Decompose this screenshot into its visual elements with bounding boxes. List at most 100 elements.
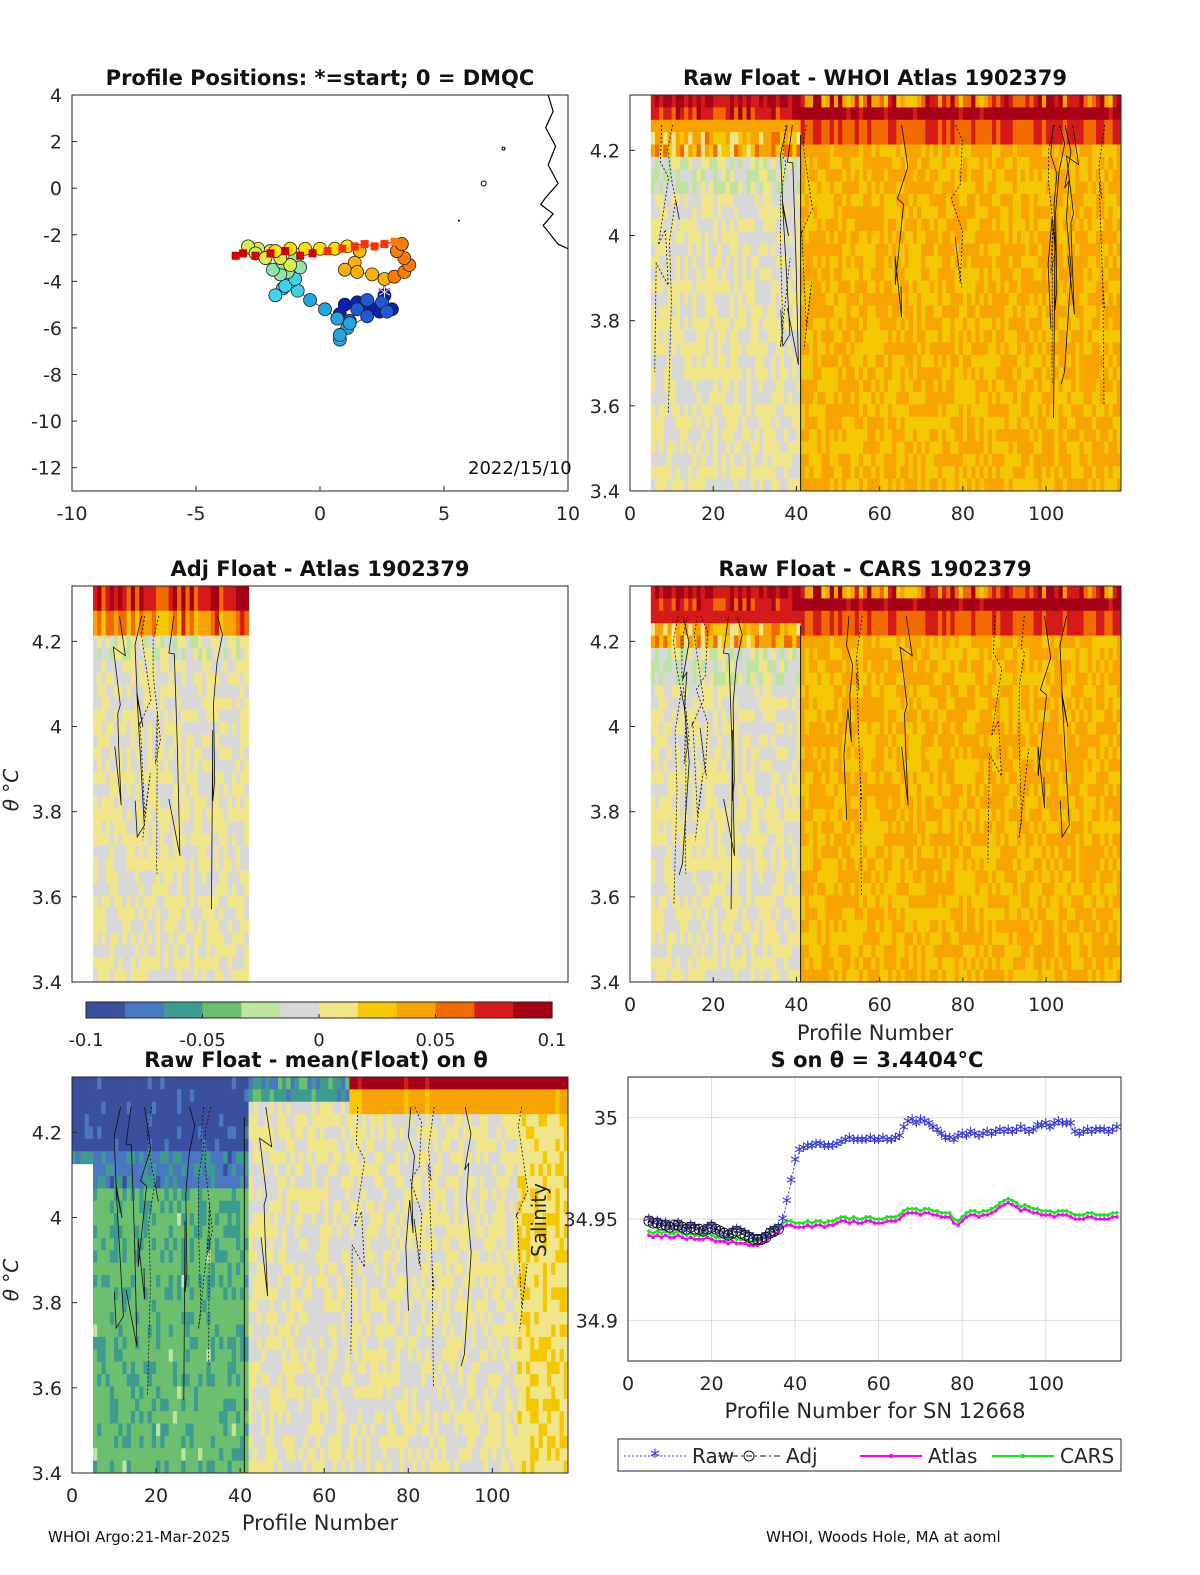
heatmap-cell [792, 416, 798, 430]
heatmap-cell [975, 243, 981, 257]
heatmap-cell [663, 429, 669, 443]
heatmap-cell [151, 833, 157, 847]
heatmap-cell [867, 243, 872, 257]
heatmap-cell [231, 623, 237, 637]
heatmap-cell [1108, 206, 1114, 220]
heatmap-cell [800, 441, 806, 455]
heatmap-cell [160, 586, 166, 599]
heatmap-cell [713, 255, 718, 269]
heatmap-cell [758, 404, 764, 418]
heatmap-cell [202, 635, 208, 649]
heatmap-cell [904, 293, 910, 306]
heatmap-cell [863, 416, 868, 430]
heatmap-cell [767, 354, 773, 368]
heatmap-cell [887, 404, 893, 418]
heatmap-cell [1087, 156, 1093, 170]
heatmap-cell [917, 119, 922, 133]
heatmap-cell [244, 821, 250, 835]
heatmap-cell [775, 144, 781, 158]
heatmap-cell [1000, 478, 1006, 491]
heatmap-cell [950, 305, 956, 319]
heatmap-cell [779, 293, 785, 306]
heatmap-cell [879, 231, 885, 245]
heatmap-cell [1104, 317, 1110, 331]
heatmap-cell [750, 429, 756, 443]
heatmap-cell [1058, 441, 1064, 455]
heatmap-cell [244, 685, 250, 698]
heatmap-cell [675, 181, 681, 195]
heatmap-cell [1087, 206, 1093, 220]
heatmap-cell [983, 194, 989, 207]
heatmap-cell [1062, 255, 1068, 269]
heatmap-cell [181, 746, 187, 760]
heatmap-cell [139, 685, 145, 698]
heatmap-cell [904, 169, 910, 183]
heatmap-cell [130, 845, 136, 859]
heatmap-cell [97, 845, 103, 859]
heatmap-cell [198, 944, 203, 958]
heatmap-cell [979, 404, 985, 418]
heatmap-cell [151, 808, 157, 822]
heatmap-cell [227, 944, 233, 958]
heatmap-cell [151, 895, 157, 909]
adj-atlas-title: Adj Float - Atlas 1902379 [170, 557, 469, 581]
heatmap-cell [754, 379, 760, 393]
heatmap-cell [206, 771, 212, 785]
heatmap-cell [779, 453, 785, 467]
heatmap-cell [1083, 243, 1089, 257]
heatmap-cell [908, 317, 914, 331]
heatmap-cell [1100, 466, 1105, 480]
heatmap-cell [1071, 243, 1076, 257]
heatmap-cell [1033, 367, 1039, 381]
heatmap-cell [975, 429, 981, 443]
heatmap-cell [792, 132, 798, 146]
heatmap-cell [717, 119, 723, 133]
heatmap-cell [729, 243, 735, 257]
heatmap-cell [863, 429, 868, 443]
heatmap-cell [954, 243, 960, 257]
heatmap-cell [954, 156, 960, 170]
heatmap-cell [942, 280, 947, 294]
heatmap-cell [767, 95, 773, 108]
heatmap-cell [177, 969, 182, 982]
heatmap-cell [700, 206, 706, 220]
x-tick-label: 40 [784, 503, 808, 525]
heatmap-cell [1066, 231, 1072, 245]
heatmap-cell [214, 858, 220, 872]
heatmap-cell [1116, 156, 1121, 170]
heatmap-cell [650, 317, 656, 331]
heatmap-cell [240, 883, 245, 896]
heatmap-cell [892, 194, 897, 207]
heatmap-cell [929, 293, 935, 306]
heatmap-cell [1058, 268, 1064, 282]
heatmap-cell [109, 672, 115, 686]
heatmap-cell [709, 429, 714, 443]
heatmap-cell [729, 231, 735, 245]
heatmap-cell [177, 746, 182, 760]
heatmap-cell [692, 169, 698, 183]
heatmap-cell [244, 771, 250, 785]
heatmap-cell [813, 231, 818, 245]
heatmap-cell [925, 132, 931, 146]
heatmap-cell [863, 305, 868, 319]
heatmap-cell [185, 808, 191, 822]
heatmap-cell [1050, 206, 1056, 220]
heatmap-cell [675, 268, 681, 282]
heatmap-cell [663, 132, 669, 146]
heatmap-cell [875, 317, 881, 331]
heatmap-cell [987, 280, 993, 294]
heatmap-cell [692, 132, 698, 146]
heatmap-cell [854, 119, 860, 133]
heatmap-cell [887, 243, 893, 257]
heatmap-cell [135, 660, 140, 674]
heatmap-cell [168, 685, 174, 698]
heatmap-cell [198, 746, 203, 760]
heatmap-cell [738, 231, 743, 245]
heatmap-cell [842, 354, 847, 368]
heatmap-cell [788, 194, 793, 207]
heatmap-cell [958, 206, 964, 220]
heatmap-cell [979, 342, 985, 356]
heatmap-cell [1021, 404, 1026, 418]
heatmap-cell [750, 478, 756, 491]
heatmap-cell [164, 759, 170, 773]
